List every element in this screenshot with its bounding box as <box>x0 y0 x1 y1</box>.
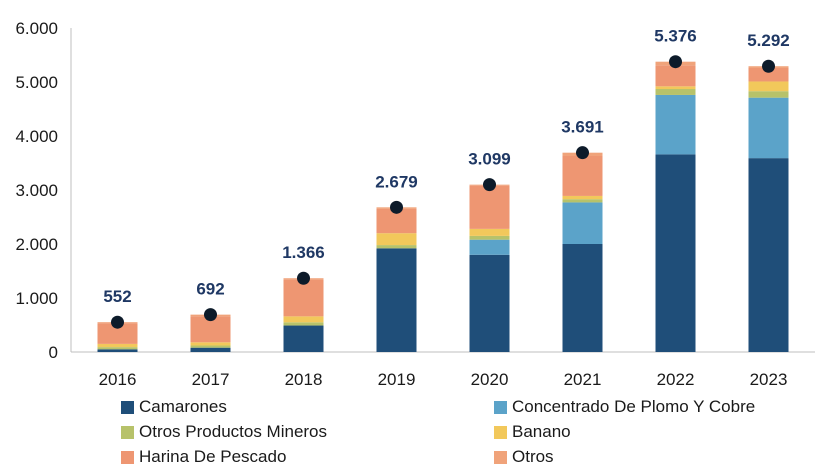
total-markers <box>111 55 775 329</box>
bar-segment <box>748 97 789 159</box>
bar-segment <box>655 94 696 155</box>
x-tick-label: 2018 <box>285 370 323 389</box>
bar-segment <box>97 323 138 344</box>
total-marker <box>483 178 496 192</box>
total-marker <box>390 200 403 214</box>
x-tick-label: 2020 <box>471 370 509 389</box>
bar-segment <box>562 202 603 244</box>
bar-segment <box>376 233 417 246</box>
bar-segment <box>655 89 696 95</box>
bars <box>97 61 789 352</box>
bar-segment <box>283 279 324 317</box>
total-label: 1.366 <box>282 243 325 262</box>
bar-segment <box>376 245 417 249</box>
bar-segment <box>283 325 324 352</box>
bar-segment <box>469 235 510 240</box>
y-tick-label: 5.000 <box>15 73 58 92</box>
total-marker <box>762 59 775 73</box>
total-labels: 552 692 1.366 2.679 3.099 3.691 5.376 5.292 <box>103 27 789 306</box>
bar-segment <box>97 343 138 348</box>
total-label: 3.099 <box>468 150 511 169</box>
total-label: 692 <box>196 280 224 299</box>
x-tick-label: 2016 <box>99 370 137 389</box>
total-label: 3.691 <box>561 118 604 137</box>
total-marker <box>576 146 589 160</box>
total-label: 552 <box>103 287 131 306</box>
x-tick-label: 2021 <box>564 370 602 389</box>
x-tick-labels: 2016 2017 2018 2019 2020 2021 2022 2023 <box>99 370 788 389</box>
total-label: 5.292 <box>747 31 790 50</box>
bar-segment <box>655 86 696 90</box>
bar-segment <box>283 316 324 323</box>
bar-segment <box>469 228 510 236</box>
bar-segment <box>469 185 510 229</box>
total-label: 2.679 <box>375 172 418 191</box>
bar-segment <box>97 349 138 352</box>
bar-segment <box>562 244 603 352</box>
total-marker <box>111 315 124 329</box>
bar-segment <box>748 91 789 98</box>
x-tick-label: 2017 <box>192 370 230 389</box>
bar-segment <box>655 65 696 87</box>
bar-segment <box>562 155 603 196</box>
y-tick-label: 0 <box>49 343 58 362</box>
bar-segment <box>655 154 696 352</box>
bar-segment <box>283 322 324 326</box>
y-tick-label: 3.000 <box>15 181 58 200</box>
total-marker <box>204 308 217 322</box>
bar-segment <box>748 81 789 92</box>
bar-segment <box>748 67 789 82</box>
bar-segment <box>748 158 789 352</box>
bar-segment <box>562 199 603 203</box>
y-tick-label: 1.000 <box>15 289 58 308</box>
bar-segment <box>97 347 138 350</box>
bar-segment <box>469 239 510 255</box>
x-tick-label: 2023 <box>750 370 788 389</box>
y-tick-label: 2.000 <box>15 235 58 254</box>
total-label: 5.376 <box>654 27 697 46</box>
bar-segment <box>376 248 417 352</box>
bar-segment <box>190 347 231 352</box>
total-marker <box>669 55 682 69</box>
x-tick-label: 2019 <box>378 370 416 389</box>
bar-segment <box>562 195 603 200</box>
y-tick-label: 4.000 <box>15 127 58 146</box>
y-tick-labels: 0 1.000 2.000 3.000 4.000 5.000 6.000 <box>15 19 58 362</box>
x-tick-label: 2022 <box>657 370 695 389</box>
bar-segment <box>190 342 231 346</box>
bar-segment <box>469 254 510 352</box>
total-marker <box>297 271 310 285</box>
y-tick-label: 6.000 <box>15 19 58 38</box>
bar-segment <box>190 345 231 348</box>
